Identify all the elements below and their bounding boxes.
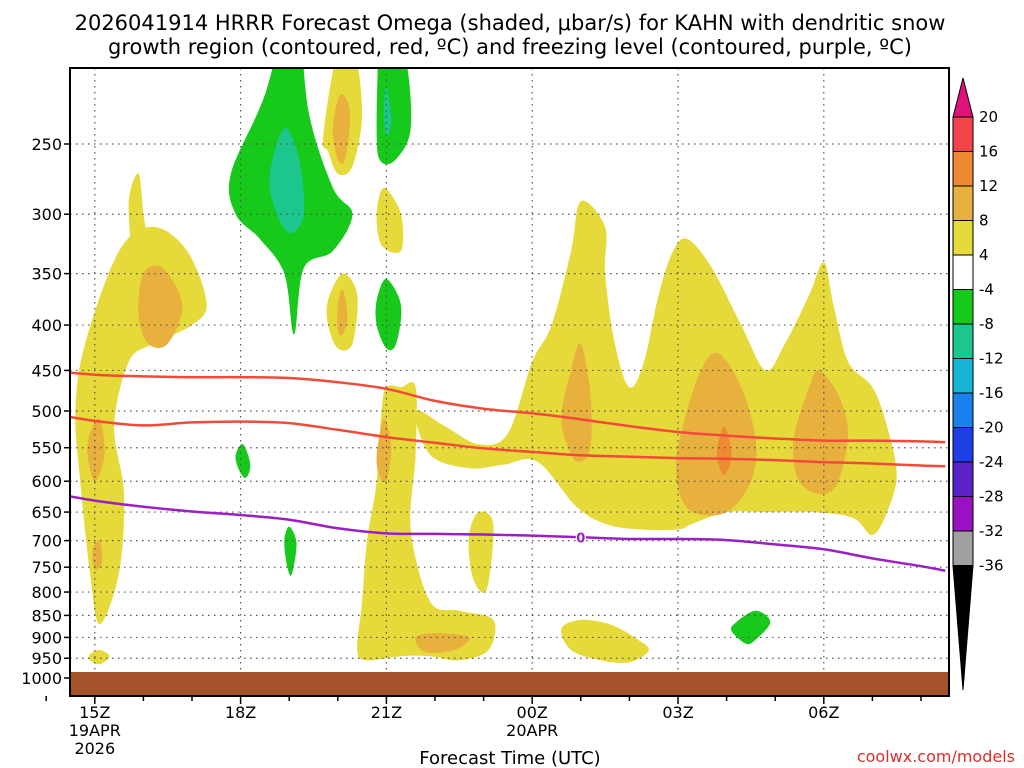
x-tick-label-2: 21Z: [371, 703, 402, 722]
omega-region-2: [88, 649, 110, 665]
y-tick-label-500: 500: [31, 402, 62, 421]
chart-title-line2: growth region (contoured, red, ºC) and f…: [108, 35, 912, 59]
colorbar-segment-12: [952, 530, 974, 566]
colorbar-segment-4: [952, 254, 974, 290]
colorbar-label-0: 20: [979, 108, 998, 126]
omega-region-14: [376, 187, 404, 254]
y-tick-label-800: 800: [31, 583, 62, 602]
colorbar-segment-3: [952, 220, 974, 256]
x-tick-date-3: 20APR: [506, 721, 558, 740]
omega-region-9: [332, 94, 351, 165]
colorbar-label-5: -4: [979, 281, 994, 299]
y-tick-label-450: 450: [31, 361, 62, 380]
omega-region-13: [337, 289, 348, 336]
dgz-top-line: [70, 371, 946, 444]
y-tick-label-250: 250: [31, 135, 62, 154]
x-tick-year-0: 2026: [74, 739, 115, 758]
colorbar-segment-1: [952, 151, 974, 187]
chart-title-line1: 2026041914 HRRR Forecast Omega (shaded, …: [75, 11, 946, 35]
x-tick-label-0: 15Z: [79, 703, 110, 722]
x-tick-label-5: 06Z: [808, 703, 839, 722]
colorbar-label-6: -8: [979, 315, 994, 333]
colorbar-segment-5: [952, 289, 974, 325]
y-tick-label-550: 550: [31, 439, 62, 458]
omega-region-20: [415, 633, 470, 654]
omega-region-23: [561, 343, 592, 462]
y-tick-label-300: 300: [31, 205, 62, 224]
omega-region-15: [375, 279, 402, 351]
colorbar-label-12: -32: [979, 522, 1004, 540]
colorbar-segment-2: [952, 185, 974, 221]
y-axis: 250 300 350 400 450 500 550 600 650 700 750 800 850 9…: [21, 135, 70, 688]
omega-region-25: [716, 426, 732, 475]
freezing-level-label-bg: [575, 530, 586, 545]
x-tick-date-0: 19APR: [69, 721, 121, 740]
colorbar-segment-8: [952, 392, 974, 428]
colorbar-segment-9: [952, 427, 974, 463]
y-tick-label-600: 600: [31, 472, 62, 491]
colorbar-label-8: -16: [979, 384, 1004, 402]
y-tick-label-750: 750: [31, 558, 62, 577]
y-tick-label-950: 950: [31, 649, 62, 668]
x-tick-label-3: 00Z: [517, 703, 548, 722]
contour-lines: 0: [70, 371, 946, 573]
colorbar-label-11: -28: [979, 488, 1004, 506]
colorbar-segment-0: [952, 116, 974, 152]
omega-region-3: [138, 265, 183, 349]
colorbar-label-2: 12: [979, 177, 998, 195]
omega-region-19: [376, 418, 392, 483]
dgz-bottom-line: [70, 415, 946, 468]
colorbar-segment-6: [952, 323, 974, 359]
credit-text[interactable]: coolwx.com/models: [857, 747, 1015, 766]
colorbar-segment-11: [952, 496, 974, 532]
colorbar: 20 16 12 8 4 -4 -8 -12 -16 -20 -24 -28 -32 -36: [952, 77, 1004, 691]
colorbar-label-1: 16: [979, 143, 998, 161]
x-axis-label: Forecast Time (UTC): [419, 748, 600, 768]
colorbar-label-3: 8: [979, 212, 989, 230]
omega-region-27: [561, 619, 649, 663]
omega-region-17: [284, 526, 297, 576]
colorbar-label-4: 4: [979, 246, 989, 264]
omega-region-18: [357, 382, 496, 661]
y-tick-label-400: 400: [31, 316, 62, 335]
y-tick-label-900: 900: [31, 628, 62, 647]
omega-region-28: [730, 610, 771, 645]
y-tick-label-1000: 1000: [21, 669, 62, 688]
colorbar-bottom-arrow: [952, 565, 974, 691]
colorbar-segment-7: [952, 358, 974, 394]
y-tick-label-850: 850: [31, 606, 62, 625]
colorbar-label-13: -36: [979, 557, 1004, 575]
y-tick-label-350: 350: [31, 265, 62, 284]
omega-region-21: [468, 511, 494, 593]
plot-area: 0: [69, 67, 950, 697]
y-tick-label-700: 700: [31, 532, 62, 551]
colorbar-segment-10: [952, 461, 974, 497]
ground-surface: [70, 672, 949, 696]
y-tick-label-650: 650: [31, 503, 62, 522]
colorbar-label-9: -20: [979, 419, 1004, 437]
x-tick-label-4: 03Z: [662, 703, 693, 722]
colorbar-label-7: -12: [979, 350, 1004, 368]
grid-lines: [70, 68, 949, 696]
omega-region-4: [87, 417, 105, 482]
plot-frame: [69, 67, 950, 697]
omega-region-1: [128, 173, 149, 261]
omega-region-16: [235, 443, 251, 479]
omega-region-5: [92, 540, 103, 571]
omega-region-7: [269, 128, 305, 234]
freezing-level-label: 0: [576, 531, 585, 546]
x-tick-label-1: 18Z: [225, 703, 256, 722]
colorbar-label-10: -24: [979, 453, 1004, 471]
freezing-level-line: [70, 495, 946, 573]
